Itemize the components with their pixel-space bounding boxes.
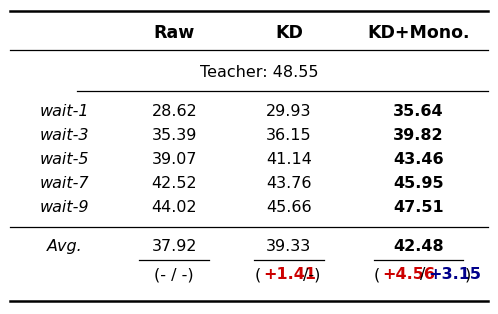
Text: ): )	[465, 267, 471, 282]
Text: 45.95: 45.95	[393, 176, 444, 191]
Text: 43.46: 43.46	[393, 152, 444, 167]
Text: 28.62: 28.62	[151, 104, 197, 119]
Text: wait-1: wait-1	[40, 104, 90, 119]
Text: 44.02: 44.02	[151, 200, 197, 215]
Text: +3.15: +3.15	[428, 267, 481, 282]
Text: 42.52: 42.52	[151, 176, 197, 191]
Text: 35.39: 35.39	[151, 128, 197, 143]
Text: (: (	[255, 267, 261, 282]
Text: 42.48: 42.48	[393, 239, 444, 254]
Text: (: (	[374, 267, 380, 282]
Text: Raw: Raw	[154, 24, 195, 42]
Text: 35.64: 35.64	[393, 104, 444, 119]
Text: +4.56: +4.56	[382, 267, 435, 282]
Text: /: /	[420, 267, 425, 282]
Text: (- / -): (- / -)	[154, 267, 194, 282]
Text: 39.33: 39.33	[266, 239, 311, 254]
Text: 41.14: 41.14	[266, 152, 312, 167]
Text: +1.41: +1.41	[263, 267, 316, 282]
Text: KD+Mono.: KD+Mono.	[367, 24, 470, 42]
Text: 47.51: 47.51	[393, 200, 444, 215]
Text: 36.15: 36.15	[266, 128, 312, 143]
Text: 29.93: 29.93	[266, 104, 312, 119]
Text: wait-9: wait-9	[40, 200, 90, 215]
Text: 45.66: 45.66	[266, 200, 312, 215]
Text: 39.82: 39.82	[393, 128, 444, 143]
Text: 37.92: 37.92	[151, 239, 197, 254]
Text: wait-5: wait-5	[40, 152, 90, 167]
Text: Teacher: 48.55: Teacher: 48.55	[200, 65, 318, 80]
Text: KD: KD	[275, 24, 303, 42]
Text: Avg.: Avg.	[47, 239, 83, 254]
Text: wait-7: wait-7	[40, 176, 90, 191]
Text: 39.07: 39.07	[151, 152, 197, 167]
Text: wait-3: wait-3	[40, 128, 90, 143]
Text: /-): /-)	[303, 267, 320, 282]
Text: 43.76: 43.76	[266, 176, 312, 191]
